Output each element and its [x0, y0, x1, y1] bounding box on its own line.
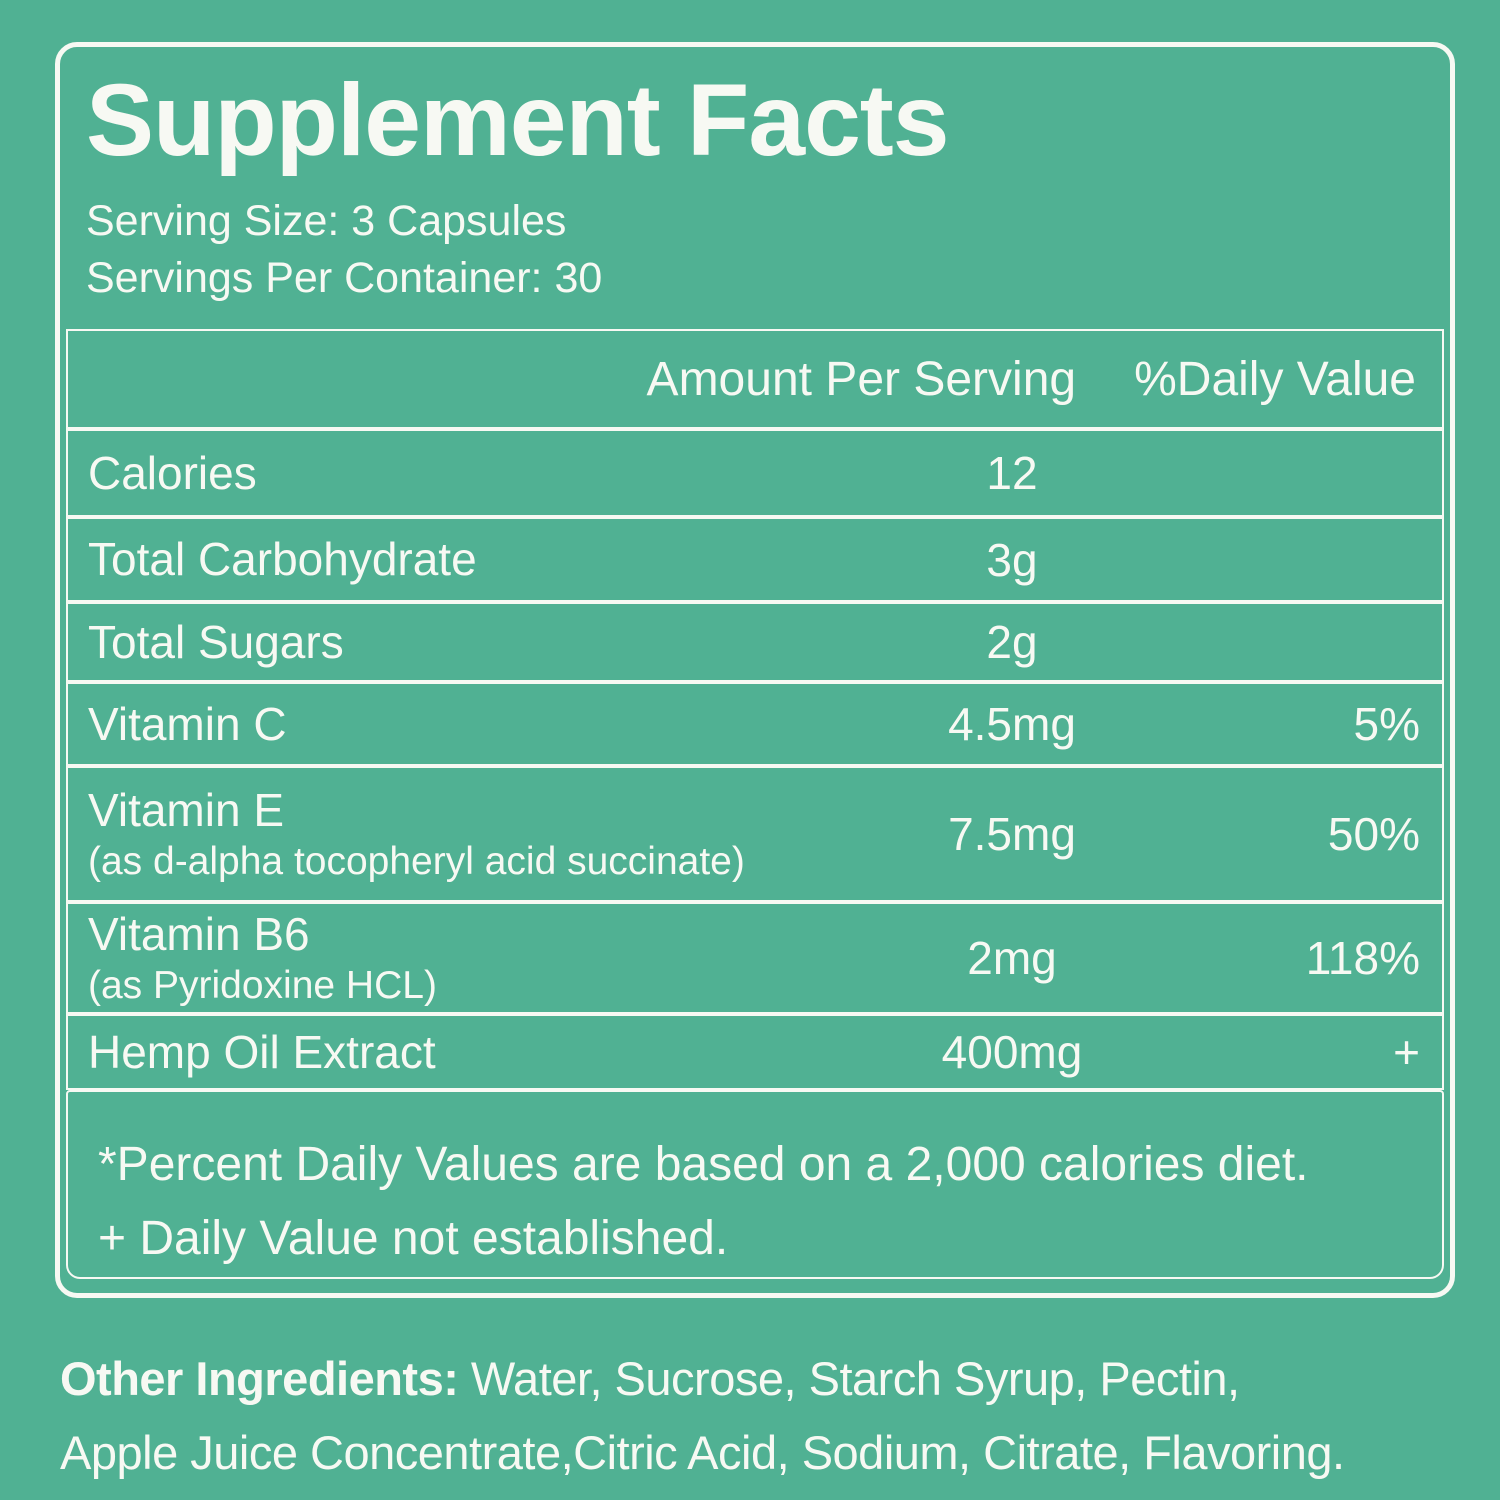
nutrient-sub-label: (as d-alpha tocopheryl acid succinate)	[88, 840, 745, 884]
nutrient-sub-label: (as Pyridoxine HCL)	[88, 964, 437, 1008]
daily-value-header: %Daily Value	[1134, 352, 1416, 406]
nutrient-name: Vitamin C	[88, 697, 287, 750]
nutrient-label-cell: Vitamin C	[68, 697, 882, 751]
servings-per-container: Servings Per Container: 30	[86, 253, 603, 302]
footnote-not-established: + Daily Value not established.	[98, 1212, 729, 1266]
footnote-daily-values: *Percent Daily Values are based on a 2,0…	[98, 1138, 1309, 1191]
other-ingredients-heading: Other Ingredients:	[60, 1352, 459, 1405]
amount-value: 2g	[986, 616, 1038, 668]
daily-value: 50%	[1327, 808, 1420, 860]
other-ingredients-line-2: Apple Juice Concentrate,Citric Acid, Sod…	[60, 1426, 1345, 1480]
nutrient-name: Vitamin B6	[88, 907, 310, 960]
amount-value: 400mg	[941, 1026, 1083, 1078]
nutrient-name: Total Carbohydrate	[88, 533, 477, 586]
table-row-vitamin-c: Vitamin C 4.5mg 5%	[66, 682, 1444, 766]
title-section: Supplement Facts Serving Size: 3 Capsule…	[66, 47, 1444, 329]
amount-per-serving-header: Amount Per Serving	[646, 352, 1077, 406]
nutrient-label-cell: Hemp Oil Extract	[68, 1025, 882, 1079]
daily-value: +	[1393, 1026, 1420, 1078]
nutrient-label-cell: Calories	[68, 446, 882, 500]
panel-title: Supplement Facts	[86, 63, 950, 177]
amount-value: 3g	[986, 533, 1038, 586]
nutrient-name: Hemp Oil Extract	[88, 1025, 436, 1078]
nutrient-name: Calories	[88, 446, 257, 499]
nutrient-name: Vitamin E	[88, 783, 285, 836]
table-row-vitamin-e: Vitamin E (as d-alpha tocopheryl acid su…	[66, 766, 1444, 902]
other-ingredients-list-part1: Water, Sucrose, Starch Syrup, Pectin,	[458, 1352, 1240, 1405]
amount-value: 4.5mg	[948, 698, 1076, 750]
footnotes-section: *Percent Daily Values are based on a 2,0…	[66, 1090, 1444, 1279]
nutrient-label-cell: Total Sugars	[68, 615, 882, 669]
daily-value: 5%	[1353, 698, 1420, 750]
nutrient-name: Total Sugars	[88, 615, 344, 668]
other-ingredients-section: Other Ingredients: Water, Sucrose, Starc…	[60, 1342, 1500, 1491]
daily-value: 118%	[1305, 932, 1420, 984]
serving-size: Serving Size: 3 Capsules	[86, 197, 567, 246]
amount-value: 2mg	[967, 932, 1057, 984]
table-row-vitamin-b6: Vitamin B6 (as Pyridoxine HCL) 2mg 118%	[66, 902, 1444, 1014]
other-ingredients-line-1: Other Ingredients: Water, Sucrose, Starc…	[60, 1342, 1500, 1416]
nutrient-label-cell: Vitamin E (as d-alpha tocopheryl acid su…	[68, 783, 882, 885]
table-row-hemp-oil-extract: Hemp Oil Extract 400mg +	[66, 1014, 1444, 1090]
table-row-total-sugars: Total Sugars 2g	[66, 602, 1444, 682]
table-header-row: Amount Per Serving %Daily Value	[66, 329, 1444, 429]
table-row-calories: Calories 12	[66, 429, 1444, 517]
amount-value: 12	[986, 447, 1038, 499]
amount-value: 7.5mg	[948, 808, 1076, 860]
supplement-facts-panel: Supplement Facts Serving Size: 3 Capsule…	[55, 42, 1455, 1298]
nutrient-label-cell: Total Carbohydrate	[68, 532, 882, 586]
nutrient-label-cell: Vitamin B6 (as Pyridoxine HCL)	[68, 907, 882, 1009]
table-row-total-carbohydrate: Total Carbohydrate 3g	[66, 517, 1444, 602]
